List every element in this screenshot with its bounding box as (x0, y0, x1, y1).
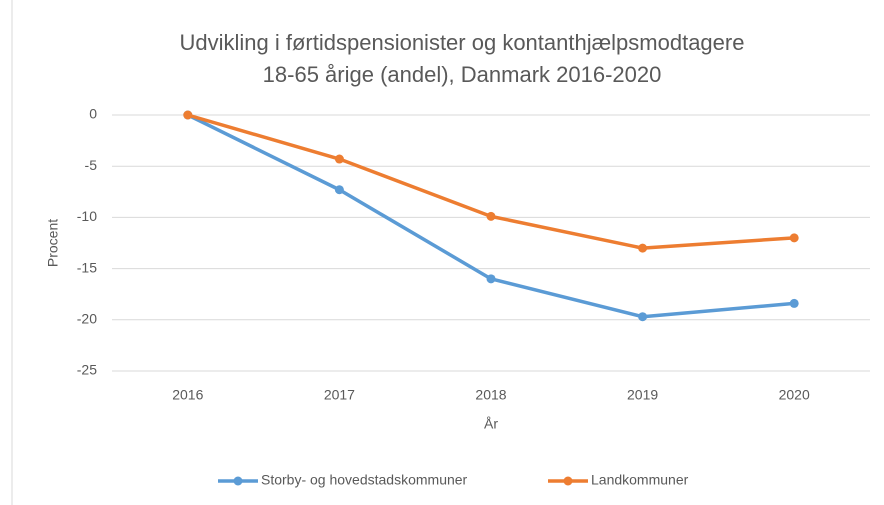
legend-label: Storby- og hovedstadskommuner (261, 472, 468, 488)
data-point (334, 154, 344, 164)
x-tick-label: 2018 (475, 387, 506, 403)
data-point (789, 298, 799, 308)
x-tick-label: 2017 (324, 387, 355, 403)
y-tick-label: -10 (77, 208, 97, 224)
y-axis-label: Procent (45, 219, 61, 267)
x-axis-label: År (484, 416, 498, 432)
data-point (486, 274, 496, 284)
y-tick-label: -5 (85, 157, 98, 173)
chart-title: 18-65 årige (andel), Danmark 2016-2020 (263, 62, 662, 87)
data-point (789, 233, 799, 243)
data-point (638, 312, 648, 322)
legend-label: Landkommuner (591, 472, 689, 488)
data-point (183, 110, 193, 120)
data-point (638, 243, 648, 253)
chart-title: Udvikling i førtidspensionister og konta… (180, 30, 745, 55)
data-point (334, 185, 344, 195)
y-tick-label: 0 (89, 106, 97, 122)
x-tick-label: 2020 (779, 387, 810, 403)
data-point (486, 211, 496, 221)
legend-swatch (563, 476, 573, 486)
x-tick-label: 2019 (627, 387, 658, 403)
legend-swatch (233, 476, 243, 486)
y-tick-label: -20 (77, 311, 97, 327)
x-tick-label: 2016 (172, 387, 203, 403)
y-tick-label: -25 (77, 362, 97, 378)
y-tick-label: -15 (77, 259, 97, 275)
